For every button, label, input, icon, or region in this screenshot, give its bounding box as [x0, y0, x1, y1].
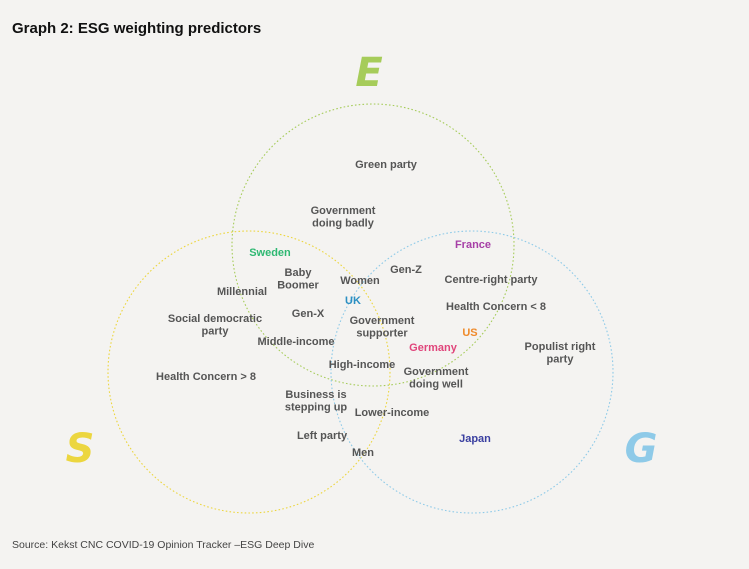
letter-e: E — [355, 50, 382, 96]
label-middle-income: Middle-income — [257, 336, 334, 348]
circle-e — [231, 103, 515, 387]
country-japan: Japan — [459, 433, 491, 445]
source-note: Source: Kekst CNC COVID-19 Opinion Track… — [12, 539, 315, 551]
label-business-stepping-up: Business is stepping up — [285, 389, 348, 414]
label-government-supporter: Government supporter — [350, 315, 415, 340]
country-sweden: Sweden — [249, 247, 291, 259]
country-france: France — [455, 239, 491, 251]
label-left-party: Left party — [297, 430, 348, 442]
label-millennial: Millennial — [217, 286, 267, 298]
letter-s: S — [66, 426, 95, 472]
label-government-doing-well: Government doing well — [404, 366, 469, 391]
label-green-party: Green party — [355, 159, 418, 171]
label-gen-z: Gen-Z — [390, 264, 422, 276]
label-government-doing-badly: Government doing badly — [311, 205, 376, 230]
label-gen-x: Gen-X — [292, 308, 325, 320]
label-lower-income: Lower-income — [355, 407, 430, 419]
label-women: Women — [340, 275, 380, 287]
label-high-income: High-income — [329, 359, 396, 371]
label-social-democratic-party: Social democratic party — [168, 313, 262, 338]
label-men: Men — [352, 447, 374, 459]
country-uk: UK — [345, 295, 361, 307]
label-baby-boomer: Baby Boomer — [277, 267, 319, 292]
country-germany: Germany — [409, 342, 458, 354]
label-health-concern-lt-8: Health Concern < 8 — [446, 301, 546, 313]
circle-s — [107, 230, 391, 514]
label-populist-right-party: Populist right party — [525, 341, 596, 366]
circle-g — [330, 230, 614, 514]
page-title: Graph 2: ESG weighting predictors — [12, 20, 262, 37]
label-health-concern-gt-8: Health Concern > 8 — [156, 371, 256, 383]
country-us: US — [462, 327, 477, 339]
label-centre-right-party: Centre-right party — [445, 274, 539, 286]
letter-g: G — [625, 426, 658, 472]
